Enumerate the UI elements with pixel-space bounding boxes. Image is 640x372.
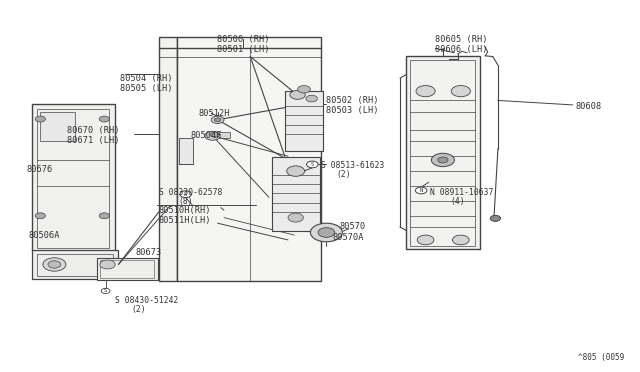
Circle shape — [431, 153, 454, 167]
Circle shape — [180, 191, 191, 198]
Bar — [272, 157, 320, 231]
Circle shape — [101, 288, 110, 294]
Text: S 08330-62578: S 08330-62578 — [159, 188, 222, 197]
Circle shape — [205, 131, 220, 140]
Text: 80511H(LH): 80511H(LH) — [159, 216, 211, 225]
Text: 80605 (RH): 80605 (RH) — [435, 35, 488, 44]
Circle shape — [35, 116, 45, 122]
Text: 80673: 80673 — [136, 248, 162, 257]
Text: 80501 (LH): 80501 (LH) — [217, 45, 269, 54]
Text: (8): (8) — [178, 197, 193, 206]
Bar — [406, 56, 480, 249]
Text: S: S — [104, 288, 108, 294]
Bar — [97, 258, 158, 280]
Bar — [219, 132, 230, 138]
Text: 80570A: 80570A — [333, 233, 364, 242]
Circle shape — [100, 260, 115, 269]
Circle shape — [451, 86, 470, 97]
Circle shape — [35, 213, 45, 219]
Text: 80505 (LH): 80505 (LH) — [120, 84, 173, 93]
Text: 80676: 80676 — [27, 165, 53, 174]
Text: S 08430-51242: S 08430-51242 — [115, 296, 179, 305]
Text: ^805 (0059: ^805 (0059 — [578, 353, 624, 362]
Circle shape — [290, 90, 305, 99]
Bar — [32, 250, 118, 279]
Text: 80512H: 80512H — [198, 109, 230, 118]
Bar — [177, 37, 321, 281]
Text: 80510H(RH): 80510H(RH) — [159, 206, 211, 215]
Text: 80570: 80570 — [339, 222, 365, 231]
Text: 80608: 80608 — [576, 102, 602, 110]
Bar — [37, 254, 113, 276]
Text: 80503 (LH): 80503 (LH) — [326, 106, 379, 115]
Bar — [410, 60, 475, 246]
Text: N: N — [419, 188, 423, 193]
Circle shape — [298, 86, 310, 93]
Text: 80606 (LH): 80606 (LH) — [435, 45, 488, 54]
Text: 80506A: 80506A — [29, 231, 60, 240]
Circle shape — [306, 95, 317, 102]
Text: 80504F: 80504F — [191, 131, 222, 140]
Bar — [37, 109, 109, 248]
Text: 80500 (RH): 80500 (RH) — [217, 35, 269, 44]
Circle shape — [99, 116, 109, 122]
Circle shape — [48, 261, 61, 268]
Circle shape — [288, 213, 303, 222]
Text: 80671 (LH): 80671 (LH) — [67, 136, 120, 145]
Text: 80502 (RH): 80502 (RH) — [326, 96, 379, 105]
Text: (2): (2) — [336, 170, 351, 179]
Circle shape — [318, 228, 335, 237]
Bar — [100, 260, 154, 278]
Circle shape — [415, 187, 427, 194]
Bar — [32, 104, 115, 251]
Bar — [40, 112, 75, 141]
Circle shape — [307, 161, 318, 168]
Circle shape — [452, 235, 469, 245]
Circle shape — [310, 223, 342, 242]
Circle shape — [211, 116, 224, 124]
Circle shape — [416, 86, 435, 97]
Circle shape — [490, 215, 500, 221]
Text: (4): (4) — [450, 197, 465, 206]
Circle shape — [99, 213, 109, 219]
Circle shape — [43, 258, 66, 271]
Circle shape — [287, 166, 305, 176]
Circle shape — [214, 118, 221, 122]
Circle shape — [417, 235, 434, 245]
Text: S: S — [184, 192, 188, 197]
Bar — [159, 37, 177, 281]
Circle shape — [211, 132, 220, 137]
Text: 80670 (RH): 80670 (RH) — [67, 126, 120, 135]
Text: S: S — [310, 162, 314, 167]
Circle shape — [438, 157, 448, 163]
Bar — [179, 138, 193, 164]
Text: N 08911-10637: N 08911-10637 — [430, 188, 493, 197]
Text: (2): (2) — [131, 305, 146, 314]
Text: S 08513-61623: S 08513-61623 — [321, 161, 385, 170]
Text: 80504 (RH): 80504 (RH) — [120, 74, 173, 83]
Bar — [285, 91, 323, 151]
